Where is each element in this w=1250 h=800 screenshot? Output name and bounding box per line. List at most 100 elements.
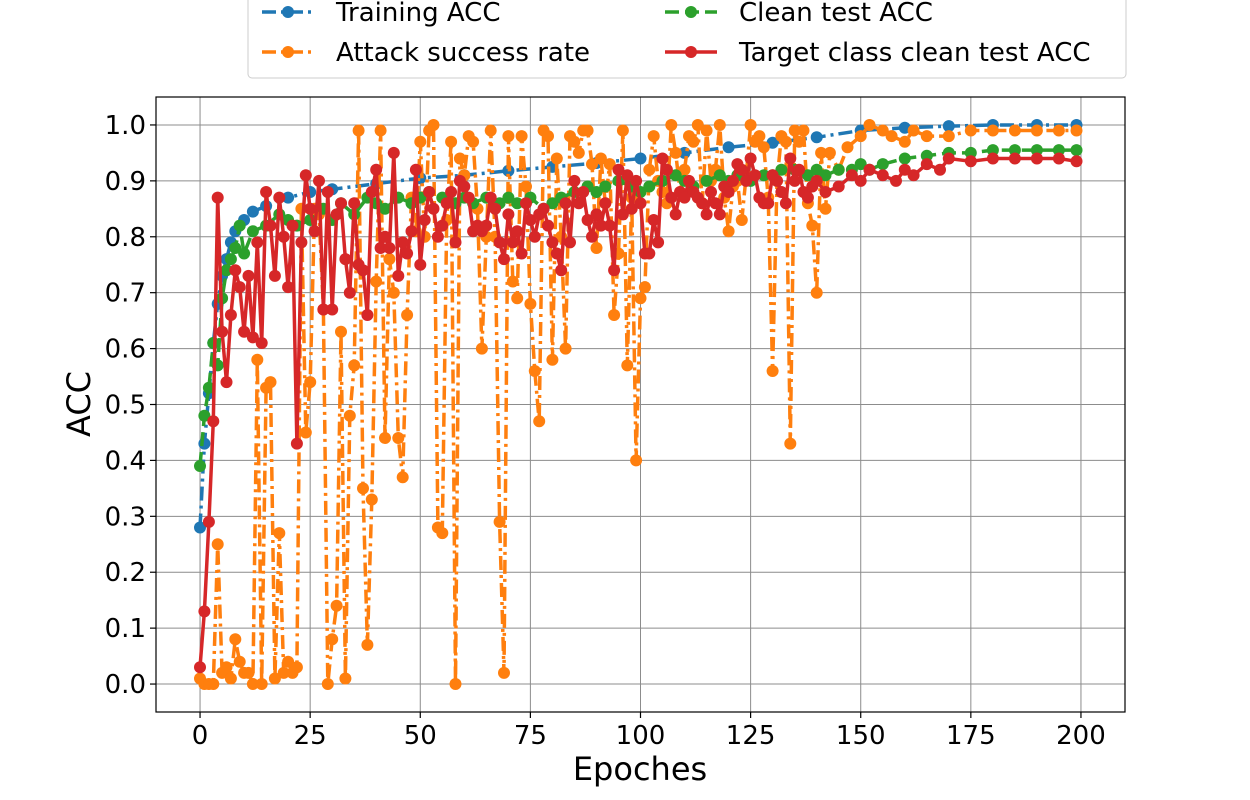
data-point	[379, 230, 391, 243]
data-point	[907, 169, 920, 182]
data-point	[625, 202, 638, 215]
data-point	[603, 219, 616, 232]
data-point	[202, 381, 215, 394]
data-point	[722, 141, 735, 154]
data-point	[832, 180, 845, 193]
data-point	[863, 119, 876, 131]
data-point	[586, 230, 598, 243]
y-tick-label: 0.3	[105, 502, 146, 532]
data-point	[515, 247, 528, 260]
data-point	[251, 353, 264, 366]
data-point	[401, 247, 414, 260]
data-point	[775, 186, 788, 198]
data-point	[502, 130, 515, 143]
data-point	[1070, 124, 1083, 137]
data-point	[427, 119, 440, 131]
data-point	[352, 124, 365, 137]
data-point	[810, 163, 823, 176]
data-point	[361, 309, 374, 321]
data-point	[436, 219, 449, 232]
data-point	[590, 208, 603, 221]
data-point	[220, 264, 233, 277]
data-point	[198, 437, 211, 450]
data-point	[224, 672, 237, 685]
legend-item: Attack success rate	[262, 38, 590, 68]
data-point	[964, 124, 977, 137]
data-point	[374, 242, 387, 254]
data-point	[220, 376, 233, 389]
data-point	[290, 661, 303, 674]
data-point	[251, 236, 264, 249]
data-point	[445, 135, 458, 148]
data-point	[550, 247, 563, 260]
data-point	[414, 135, 427, 148]
data-point	[348, 359, 361, 372]
data-point	[246, 205, 259, 218]
data-point	[194, 661, 206, 674]
data-point	[520, 180, 532, 193]
data-point	[713, 208, 726, 221]
data-point	[559, 197, 572, 210]
data-point	[546, 236, 559, 249]
data-point	[233, 655, 246, 668]
data-point	[330, 599, 343, 612]
y-tick-label: 0.7	[105, 279, 146, 309]
data-point	[841, 141, 854, 154]
data-point	[656, 152, 669, 165]
legend-item: Clean test ACC	[665, 0, 933, 28]
data-point	[299, 426, 312, 439]
x-tick-label: 50	[404, 721, 437, 751]
data-point	[612, 163, 625, 176]
data-point	[326, 303, 339, 316]
data-point	[317, 303, 330, 316]
data-point	[806, 219, 819, 232]
data-point	[449, 678, 462, 690]
data-point	[775, 163, 788, 176]
data-point	[784, 437, 797, 450]
data-point	[757, 141, 770, 154]
data-point	[335, 325, 347, 338]
data-point	[339, 672, 352, 685]
data-point	[273, 527, 286, 540]
data-point	[255, 337, 268, 349]
data-point	[299, 169, 312, 182]
data-point	[678, 163, 691, 176]
data-point	[801, 169, 814, 182]
data-point	[207, 678, 220, 690]
data-point	[581, 214, 594, 226]
data-point	[854, 174, 867, 187]
data-point	[793, 163, 806, 176]
data-point	[898, 152, 911, 165]
data-point	[823, 146, 836, 159]
data-point	[511, 197, 524, 210]
data-point	[335, 197, 347, 210]
data-point	[458, 180, 471, 193]
data-point	[550, 152, 563, 165]
data-point	[740, 174, 753, 187]
data-point	[643, 163, 656, 176]
data-point	[616, 208, 629, 221]
y-tick-label: 0.9	[105, 167, 146, 197]
data-point	[810, 174, 823, 187]
data-point	[498, 666, 510, 679]
data-point	[493, 236, 506, 249]
data-point	[810, 131, 823, 144]
y-tick-label: 0.5	[105, 391, 146, 421]
data-point	[401, 309, 414, 321]
y-tick-label: 0.8	[105, 223, 146, 253]
data-point	[942, 152, 955, 165]
data-point	[964, 155, 977, 168]
legend-item: Training ACC	[262, 0, 501, 28]
data-point	[246, 331, 259, 344]
data-point	[533, 415, 546, 428]
data-point	[211, 191, 224, 204]
data-point	[392, 432, 405, 444]
data-point	[594, 219, 607, 232]
data-point	[634, 152, 647, 165]
data-point	[330, 208, 343, 221]
data-point	[744, 152, 757, 165]
data-point	[757, 169, 770, 182]
series-4	[194, 146, 1083, 674]
y-tick-label: 0.4	[105, 446, 146, 476]
data-point	[986, 152, 999, 165]
